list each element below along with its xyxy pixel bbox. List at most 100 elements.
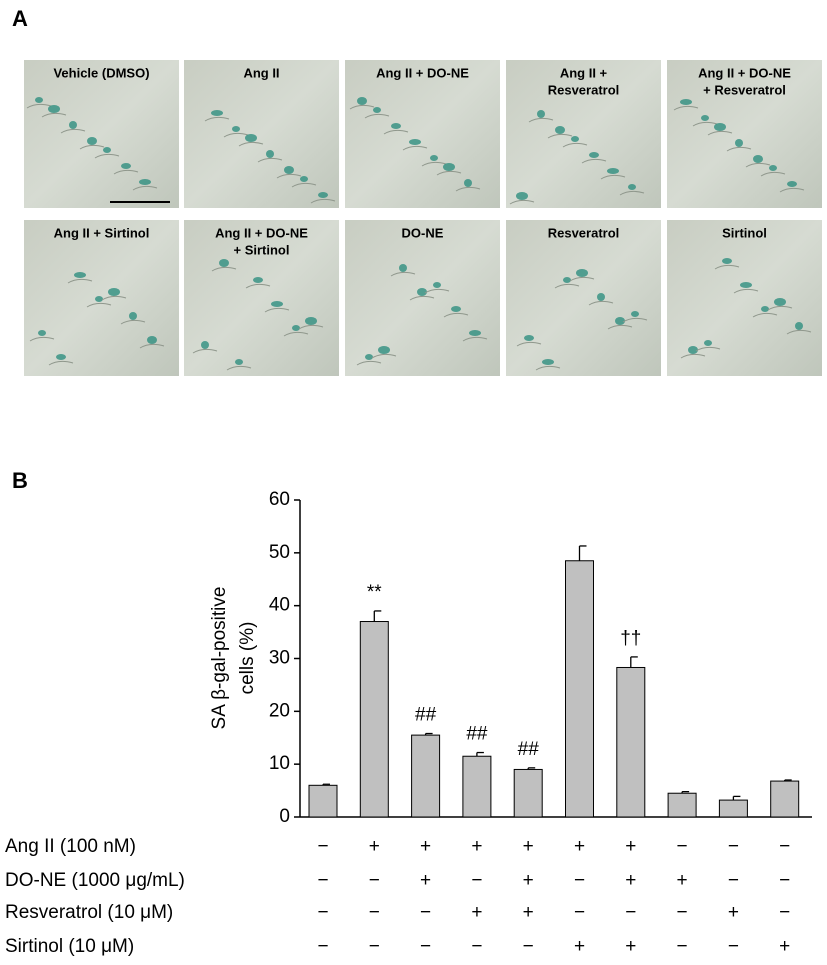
cell-outline: [238, 141, 264, 147]
cell-outline: [101, 295, 127, 301]
bar: [565, 560, 594, 818]
condition-sign: −: [728, 836, 739, 857]
cell-outline: [120, 319, 146, 325]
condition-sign: +: [625, 870, 636, 891]
stained-cell: [607, 168, 619, 174]
cell-outline: [79, 144, 105, 150]
bar: [359, 621, 389, 818]
stained-cell: [688, 346, 698, 354]
cell-outline: [276, 173, 302, 179]
condition-sign: −: [420, 902, 431, 923]
stained-cell: [121, 163, 131, 169]
bar: [411, 734, 441, 818]
stained-cell: [542, 359, 554, 365]
cell-outline: [349, 104, 375, 110]
condition-sign: +: [523, 870, 534, 891]
stained-cell: [69, 121, 77, 129]
stained-cell: [35, 97, 43, 103]
cell-outline: [535, 365, 561, 371]
image-label: Ang II + Sirtinol: [54, 225, 150, 240]
cell-outline: [390, 271, 416, 277]
cell-outline: [113, 169, 139, 175]
stained-cell: [147, 336, 157, 344]
cell-outline: [554, 283, 580, 289]
stained-cell: [443, 163, 455, 171]
stained-cell: [615, 317, 625, 325]
condition-label: DO-NE (1000 μg/mL): [5, 870, 185, 891]
condition-sign: −: [779, 902, 790, 923]
cell-outline: [622, 317, 648, 323]
stained-cell: [74, 272, 86, 278]
stained-cell: [753, 155, 763, 163]
stained-cell: [219, 259, 229, 267]
stained-cell: [357, 97, 367, 105]
condition-sign: −: [625, 902, 636, 923]
condition-sign: −: [369, 870, 380, 891]
condition-sign: −: [523, 936, 534, 957]
micrograph: [24, 60, 179, 208]
y-tick-label: 20: [269, 700, 290, 721]
cell-outline: [695, 346, 721, 352]
y-axis-label: cells (%): [237, 622, 258, 695]
stained-cell: [103, 147, 111, 153]
condition-sign: −: [317, 836, 328, 857]
condition-sign: −: [420, 936, 431, 957]
condition-sign: −: [471, 870, 482, 891]
stained-cell: [680, 99, 692, 105]
image-label: + Sirtinol: [234, 242, 290, 257]
cell-outline: [86, 302, 112, 308]
stained-cell: [795, 322, 803, 330]
image-label: Ang II: [243, 65, 279, 80]
condition-sign: −: [317, 870, 328, 891]
cell-outline: [455, 186, 481, 192]
cell-outline: [462, 336, 488, 342]
bar: [770, 780, 800, 818]
stained-cell: [589, 152, 599, 158]
cell-outline: [298, 324, 324, 330]
stained-cell: [417, 288, 427, 296]
stained-cell: [266, 150, 274, 158]
cell-outline: [562, 142, 588, 148]
cell-outline: [767, 305, 793, 311]
cell-outline: [211, 266, 237, 272]
condition-sign: −: [779, 870, 790, 891]
stained-cell: [292, 325, 300, 331]
image-label: DO-NE: [402, 225, 444, 240]
stained-cell: [774, 298, 786, 306]
cell-outline: [619, 190, 645, 196]
stained-cell: [139, 179, 151, 185]
stained-cell: [787, 181, 797, 187]
stained-cell: [451, 306, 461, 312]
significance-label: ##: [518, 739, 540, 760]
stained-cell: [628, 184, 636, 190]
cell-outline: [786, 329, 812, 335]
cell-outline: [607, 324, 633, 330]
condition-sign: +: [625, 836, 636, 857]
stained-cell: [464, 179, 472, 187]
cell-outline: [364, 113, 390, 119]
stained-cell: [95, 296, 103, 302]
stained-cell: [769, 165, 777, 171]
condition-sign: −: [728, 936, 739, 957]
condition-sign: +: [471, 902, 482, 923]
stained-cell: [722, 258, 732, 264]
cell-outline: [48, 360, 74, 366]
stained-cell: [365, 354, 373, 360]
stained-cell: [524, 335, 534, 341]
stained-cell: [48, 105, 60, 113]
y-tick-label: 50: [269, 542, 290, 563]
condition-label: Sirtinol (10 μM): [5, 936, 134, 957]
condition-sign: −: [471, 936, 482, 957]
stained-cell: [409, 139, 421, 145]
stained-cell: [433, 282, 441, 288]
condition-sign: +: [420, 836, 431, 857]
condition-sign: +: [625, 936, 636, 957]
cell-outline: [692, 121, 718, 127]
significance-label: ††: [620, 628, 641, 649]
bar: [308, 784, 338, 818]
image-label: Resveratrol: [548, 225, 620, 240]
stained-cell: [235, 359, 243, 365]
cell-outline: [356, 360, 382, 366]
stained-cell: [516, 192, 528, 200]
